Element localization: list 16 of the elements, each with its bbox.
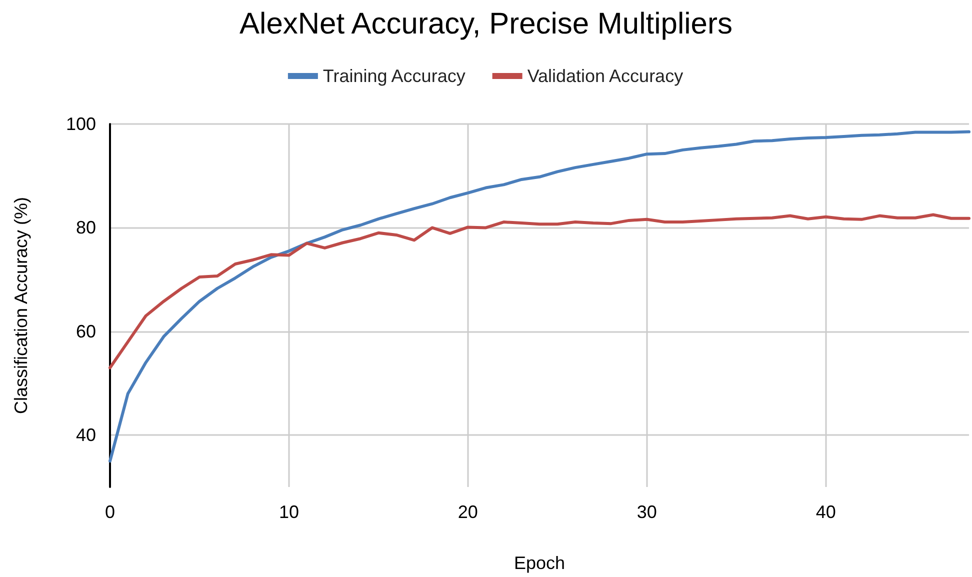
x-tick-label: 20 [458, 502, 478, 522]
x-tick-label: 40 [816, 502, 836, 522]
line-series [108, 130, 970, 463]
line-series [108, 213, 970, 370]
y-tick-label: 100 [66, 114, 96, 134]
y-axis-title: Classification Accuracy (%) [11, 196, 31, 414]
y-tick-label: 40 [76, 425, 96, 446]
y-tick-label: 60 [76, 321, 96, 342]
x-axis-title: Epoch [514, 553, 566, 573]
x-tick-label: 0 [104, 502, 116, 522]
legend-label: Training Accuracy [322, 66, 466, 86]
chart-title: AlexNet Accuracy, Precise Multipliers [240, 8, 732, 40]
x-tick-label: 30 [636, 502, 657, 522]
legend-label: Validation Accuracy [527, 66, 684, 86]
x-tick-label: 10 [278, 502, 299, 522]
y-tick-label: 80 [76, 218, 96, 238]
